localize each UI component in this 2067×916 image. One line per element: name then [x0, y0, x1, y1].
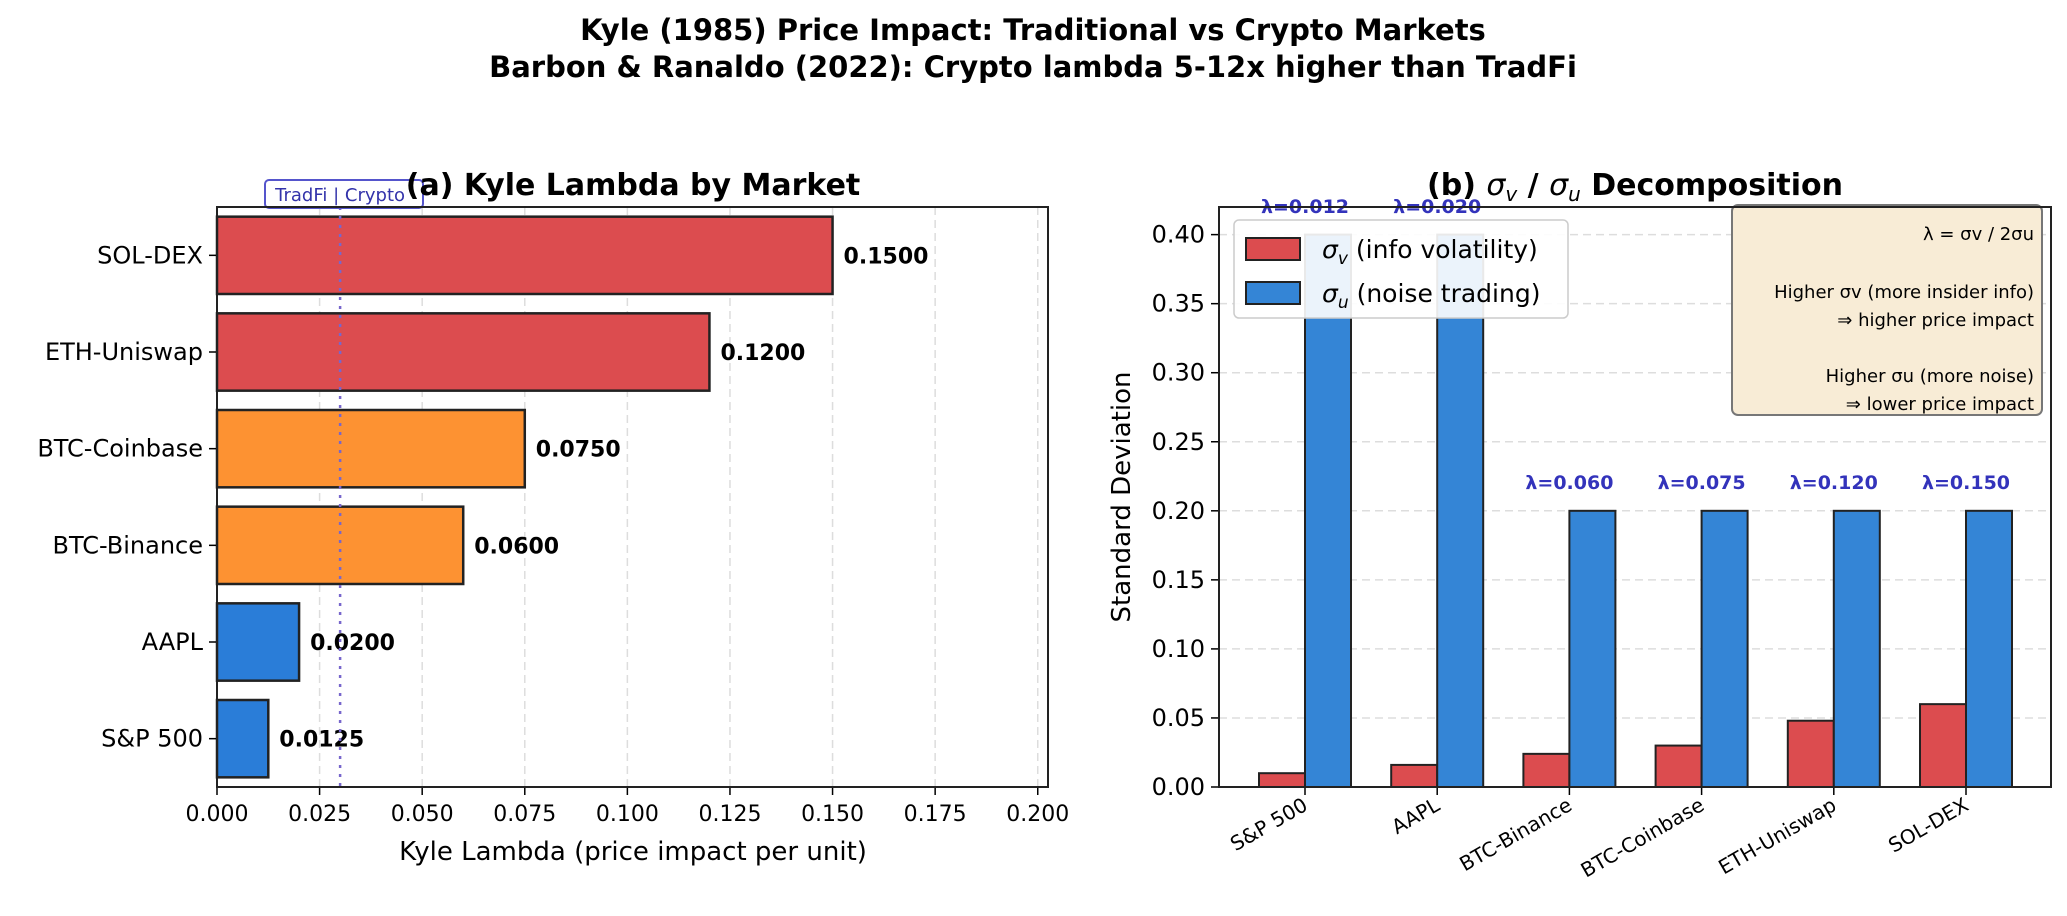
bar — [215, 505, 465, 586]
bar-sigma-v — [1919, 703, 1967, 789]
x-tick-label: 0.175 — [904, 802, 967, 827]
y-tick-label: 0.10 — [1152, 635, 1205, 663]
y-tick-label: BTC-Coinbase — [37, 435, 203, 463]
suptitle-line-1: Kyle (1985) Price Impact: Traditional vs… — [580, 13, 1486, 47]
bar — [215, 698, 270, 779]
y-tick-label: S&P 500 — [101, 725, 203, 753]
x-tick-label: ETH-Uniswap — [1714, 793, 1840, 880]
axes-frame — [1218, 206, 2052, 788]
panel-a-title: (a) Kyle Lambda by Market — [406, 168, 861, 203]
y-tick-label: 0.30 — [1152, 359, 1205, 387]
legend-swatch — [1245, 237, 1301, 261]
bar-sigma-u — [1304, 233, 1352, 789]
bar-sigma-v — [1390, 763, 1439, 789]
annotation-line: ⇒ lower price impact — [1846, 394, 2034, 415]
x-tick-label: 0.025 — [288, 802, 351, 827]
x-tick-label: AAPL — [1387, 792, 1444, 839]
bar — [215, 312, 711, 392]
bar-sigma-u — [1832, 509, 1881, 788]
x-tick-label: 0.125 — [698, 802, 761, 827]
value-label: 0.1500 — [844, 244, 929, 269]
lambda-label: λ=0.120 — [1790, 472, 1878, 494]
bar-sigma-v — [1522, 752, 1571, 788]
legend-box — [1233, 219, 1569, 319]
bar — [215, 408, 527, 489]
bar-sigma-v — [1654, 744, 1703, 788]
value-label: 0.1200 — [720, 341, 805, 366]
y-tick-label: SOL-DEX — [97, 241, 203, 269]
panel-a: 0.000 0.025 0.050 0.075 0.100 0.125 0.150 0.175… — [37, 179, 1069, 827]
value-label: 0.0125 — [279, 728, 364, 753]
x-tick-label: 0.200 — [1006, 802, 1069, 827]
y-tick-label: 0.35 — [1152, 290, 1205, 318]
x-tick-label: BTC-Coinbase — [1577, 793, 1709, 883]
bar-sigma-v — [1258, 772, 1306, 789]
value-label: 0.0200 — [310, 631, 395, 656]
annotation-line: ⇒ higher price impact — [1837, 310, 2034, 331]
panel-b-title: (b) σv / σu Decomposition — [1427, 168, 1843, 206]
annotation-box: λ = σv / 2σu Higher σv (more insider info… — [1731, 204, 2043, 416]
lambda-label: λ=0.075 — [1658, 472, 1746, 494]
bar-sigma-u — [1700, 509, 1749, 788]
x-tick-label: 0.050 — [391, 802, 454, 827]
annotation-background — [1731, 204, 2043, 416]
bar-sigma-u — [1568, 509, 1617, 788]
legend-label: σv (info volatility) — [1322, 235, 1538, 269]
annotation-formula: λ = σv / 2σu — [1923, 224, 2034, 245]
y-tick-label: 0.20 — [1152, 497, 1205, 525]
x-tick-label: SOL-DEX — [1884, 792, 1973, 857]
panel-b-ylabel: Standard Deviation — [1107, 372, 1137, 623]
y-tick-label: AAPL — [142, 628, 204, 656]
lambda-label: λ=0.150 — [1922, 472, 2010, 494]
bar — [215, 602, 301, 682]
lambda-label: λ=0.060 — [1525, 472, 1613, 494]
bar-sigma-v — [1786, 719, 1835, 789]
y-tick-label: BTC-Binance — [52, 531, 203, 559]
axes-frame — [216, 206, 1049, 788]
y-tick-label: 0.25 — [1152, 428, 1205, 456]
y-tick-label: 0.15 — [1152, 566, 1205, 594]
bar — [215, 215, 834, 296]
annotation-line: Higher σv (more insider info) — [1774, 282, 2034, 303]
y-tick-label: 0.40 — [1152, 221, 1205, 249]
y-tick-label: 0.00 — [1152, 773, 1205, 801]
suptitle-line-2: Barbon & Ranaldo (2022): Crypto lambda 5… — [489, 50, 1577, 84]
value-label: 0.0600 — [474, 534, 559, 559]
x-tick-label: 0.150 — [801, 802, 864, 827]
value-label: 0.0750 — [536, 438, 621, 463]
x-tick-label: S&P 500 — [1226, 793, 1312, 856]
bar-sigma-u — [1436, 233, 1485, 789]
legend: σv (info volatility) σu (noise trading) — [1233, 219, 1569, 319]
divider-label: TradFi | Crypto — [274, 185, 405, 206]
x-tick-label: 0.100 — [596, 802, 659, 827]
x-tick-label: 0.075 — [493, 802, 556, 827]
annotation-line: Higher σu (more noise) — [1826, 366, 2034, 387]
legend-label: σu (noise trading) — [1322, 279, 1540, 313]
panel-a-xlabel: Kyle Lambda (price impact per unit) — [399, 837, 867, 867]
y-tick-label: ETH-Uniswap — [45, 338, 203, 366]
x-tick-label: BTC-Binance — [1455, 793, 1576, 876]
legend-swatch — [1245, 281, 1301, 305]
y-tick-label: 0.05 — [1152, 704, 1205, 732]
bar-sigma-u — [1965, 509, 2013, 788]
x-tick-label: 0.000 — [186, 802, 249, 827]
panel-b: 0.00 0.05 0.10 0.15 0.20 0.25 0.30 0.35 0.40 λ=0.… — [1152, 196, 2052, 883]
